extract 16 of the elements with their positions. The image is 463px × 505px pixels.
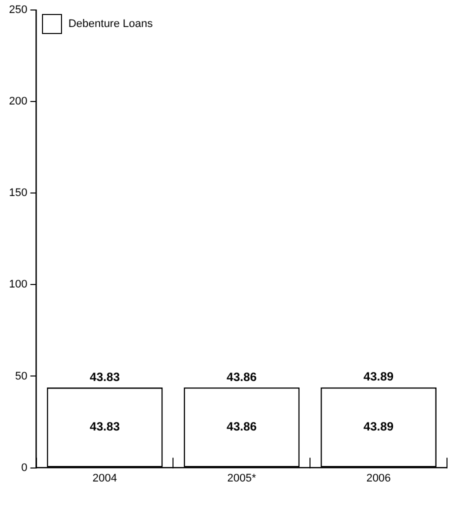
- y-tick-label: 200: [8, 96, 28, 108]
- x-tick-label: 2006: [366, 472, 391, 484]
- y-tick-label: 50: [15, 370, 28, 382]
- text: Debenture Loans: [68, 18, 153, 30]
- x-tick-label: 2005*: [227, 472, 257, 484]
- total-label: 43.89: [364, 370, 394, 384]
- data-label: 43.86: [226, 420, 258, 434]
- data-label: 43.83: [90, 420, 120, 434]
- y-tick-label: 0: [21, 462, 28, 474]
- data-label: 43.89: [364, 420, 394, 434]
- y-tick-label: 150: [8, 187, 28, 200]
- x-tick-label: 2004: [92, 472, 118, 484]
- y-tick-label: 250: [8, 4, 28, 16]
- total-label: 43.83: [90, 370, 120, 384]
- total-label: 43.86: [226, 370, 258, 384]
- y-tick-label: 100: [8, 278, 28, 291]
